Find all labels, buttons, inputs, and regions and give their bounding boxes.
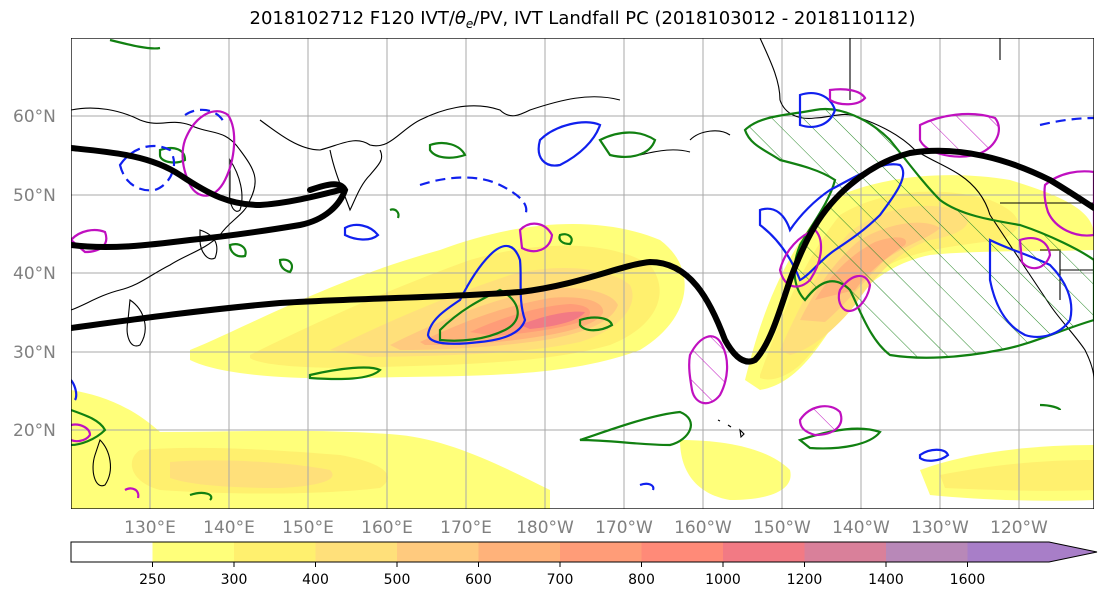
lon-label-130w: 130°W: [911, 518, 969, 538]
colorbar-segment: [967, 542, 1097, 562]
colorbar-tick-label: 300: [221, 572, 248, 588]
colorbar-segment: [886, 542, 968, 562]
lat-label-20: 20°N: [13, 421, 56, 441]
colorbar-outline: [70, 541, 1098, 563]
lon-label-180w: 180°W: [516, 518, 574, 538]
lat-label-60: 60°N: [13, 107, 56, 127]
colorbar-segment: [804, 542, 887, 562]
longitude-labels: 130°E 140°E 150°E 160°E 170°E 180°W 170°…: [124, 518, 1048, 538]
latitude-labels: 60°N 50°N 40°N 30°N 20°N: [13, 107, 56, 441]
title-prefix: 2018102712 F120 IVT/: [249, 8, 455, 29]
colorbar-tick-label: 250: [139, 572, 166, 588]
colorbar-segment: [560, 542, 642, 562]
colorbar-tick-label: 700: [547, 572, 574, 588]
colorbar: 250 300 400 500 600 700 800 1000 1200 1400 1600: [70, 541, 1098, 588]
colorbar-tick-label: 1600: [950, 572, 986, 588]
plot-title: 2018102712 F120 IVT/θe/PV, IVT Landfall …: [0, 8, 1105, 31]
lon-label-170e: 170°E: [440, 518, 492, 538]
title-suffix: /PV, IVT Landfall PC (2018103012 - 20181…: [473, 8, 916, 29]
colorbar-tick-label: 600: [465, 572, 492, 588]
colorbar-segment: [315, 542, 398, 562]
lon-label-130e: 130°E: [124, 518, 176, 538]
colorbar-tick-label: 400: [302, 572, 329, 588]
colorbar-tick-label: 1400: [868, 572, 904, 588]
lon-label-170w: 170°W: [595, 518, 653, 538]
lon-label-140w: 140°W: [832, 518, 890, 538]
lat-label-30: 30°N: [13, 343, 56, 363]
title-theta: θ: [454, 8, 466, 29]
pv-magenta-contours: [71, 88, 1094, 499]
lon-label-150e: 150°E: [282, 518, 334, 538]
lon-label-160e: 160°E: [361, 518, 413, 538]
lon-label-150w: 150°W: [753, 518, 811, 538]
jet-lines: [71, 145, 1094, 365]
title-theta-sub: e: [465, 17, 474, 31]
colorbar-tick-label: 800: [628, 572, 655, 588]
colorbar-segment: [478, 542, 561, 562]
colorbar-tick-label: 500: [384, 572, 411, 588]
colorbar-segment: [397, 542, 479, 562]
pv-contours: [71, 92, 1094, 491]
lat-label-50: 50°N: [13, 186, 56, 206]
colorbar-tick-label: 1200: [787, 572, 823, 588]
colorbar-segment: [234, 542, 316, 562]
colorbar-segment: [152, 542, 235, 562]
lon-label-140e: 140°E: [203, 518, 255, 538]
lat-label-40: 40°N: [13, 264, 56, 284]
lon-label-160w: 160°W: [674, 518, 732, 538]
lon-label-120w: 120°W: [990, 518, 1048, 538]
colorbar-segment: [71, 542, 153, 562]
colorbar-tick-label: 1000: [705, 572, 741, 588]
colorbar-segment: [723, 542, 805, 562]
colorbar-segment: [641, 542, 724, 562]
